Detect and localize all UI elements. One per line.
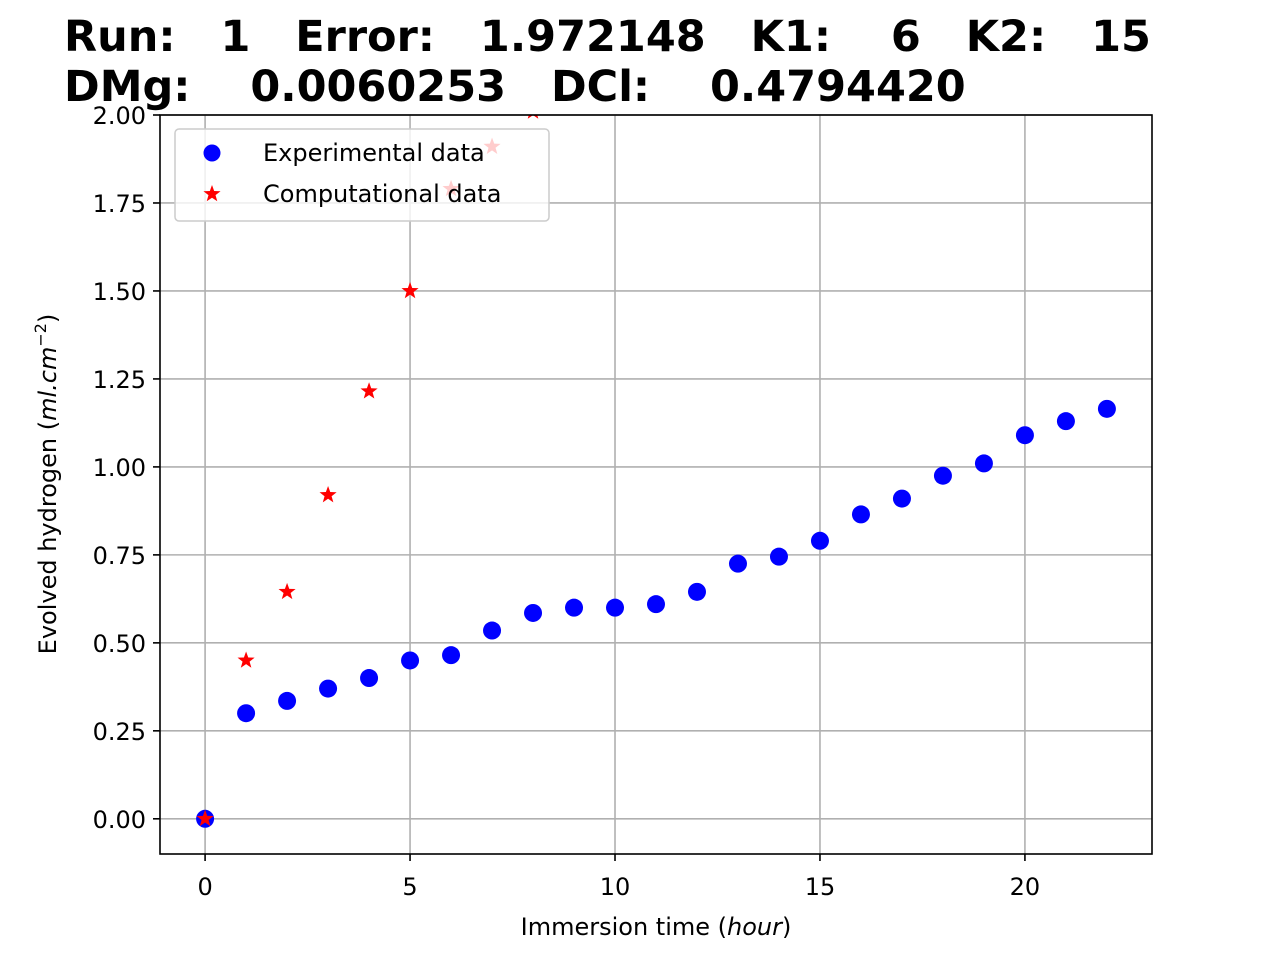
y-tick-label: 0.50	[93, 630, 146, 658]
legend-marker-experimental	[203, 144, 221, 162]
experimental-point	[360, 669, 379, 688]
experimental-point	[483, 621, 502, 640]
legend-box	[174, 128, 550, 222]
experimental-point	[1015, 426, 1034, 445]
experimental-point	[687, 582, 706, 601]
experimental-point	[769, 547, 788, 566]
computational-point	[319, 486, 337, 503]
experimental-point	[237, 704, 256, 723]
y-tick-label: 0.75	[93, 542, 146, 570]
x-tick-label: 15	[805, 873, 836, 901]
x-tick-label: 0	[197, 873, 212, 901]
computational-point	[237, 651, 255, 668]
y-tick-label: 1.50	[93, 278, 146, 306]
legend-marker-computational	[203, 185, 221, 202]
computational-point	[360, 382, 378, 399]
experimental-point	[565, 598, 584, 617]
experimental-point	[524, 603, 543, 622]
plot-frame	[159, 114, 1153, 855]
legend-label-experimental: Experimental data	[263, 139, 485, 167]
chart-title: Run: 1 Error: 1.972148 K1: 6 K2: 15 DMg:…	[64, 12, 1151, 112]
computational-point	[401, 281, 419, 299]
grid-lines	[160, 114, 1152, 854]
computational-point	[278, 582, 296, 600]
experimental-point	[442, 646, 461, 665]
y-tick-label: 1.00	[93, 454, 146, 482]
experimental-point	[278, 691, 297, 710]
title-line-1: Run: 1 Error: 1.972148 K1: 6 K2: 15	[64, 12, 1151, 62]
experimental-point	[933, 466, 952, 485]
computational-point	[527, 115, 539, 119]
experimental-point	[728, 554, 747, 573]
y-tick-label: 2.00	[93, 102, 146, 130]
experimental-point	[401, 651, 420, 670]
experimental-point	[319, 679, 338, 698]
title-line-2: DMg: 0.0060253 DCl: 0.4794420	[64, 62, 966, 112]
experimental-point	[974, 454, 993, 473]
experimental-point	[1056, 412, 1075, 431]
axis-ticks: 0 5 10 15 20 0.00 0.25 0.50 0.75 1.00 1.25 1.50 1.75…	[93, 102, 1041, 901]
experimental-point	[851, 505, 870, 524]
experimental-point	[810, 531, 829, 550]
experimental-point	[647, 595, 665, 614]
x-tick-label: 20	[1010, 873, 1041, 901]
y-tick-label: 0.25	[93, 718, 146, 746]
legend: Experimental data Computational data	[174, 128, 550, 222]
x-tick-label: 10	[600, 873, 631, 901]
y-tick-label: 1.75	[93, 190, 146, 218]
computational-point	[196, 809, 214, 827]
plot-area	[196, 115, 1116, 828]
y-axis-label: Evolved hydrogen (ml.cm−2)	[31, 314, 62, 655]
x-axis-label: Immersion time (hour)	[521, 913, 792, 941]
experimental-point	[1097, 399, 1116, 418]
experimental-point	[892, 489, 911, 508]
legend-label-computational: Computational data	[263, 180, 501, 208]
x-tick-label: 5	[402, 873, 417, 901]
experimental-point	[606, 598, 625, 617]
y-tick-label: 1.25	[93, 366, 146, 394]
y-tick-label: 0.00	[93, 806, 146, 834]
